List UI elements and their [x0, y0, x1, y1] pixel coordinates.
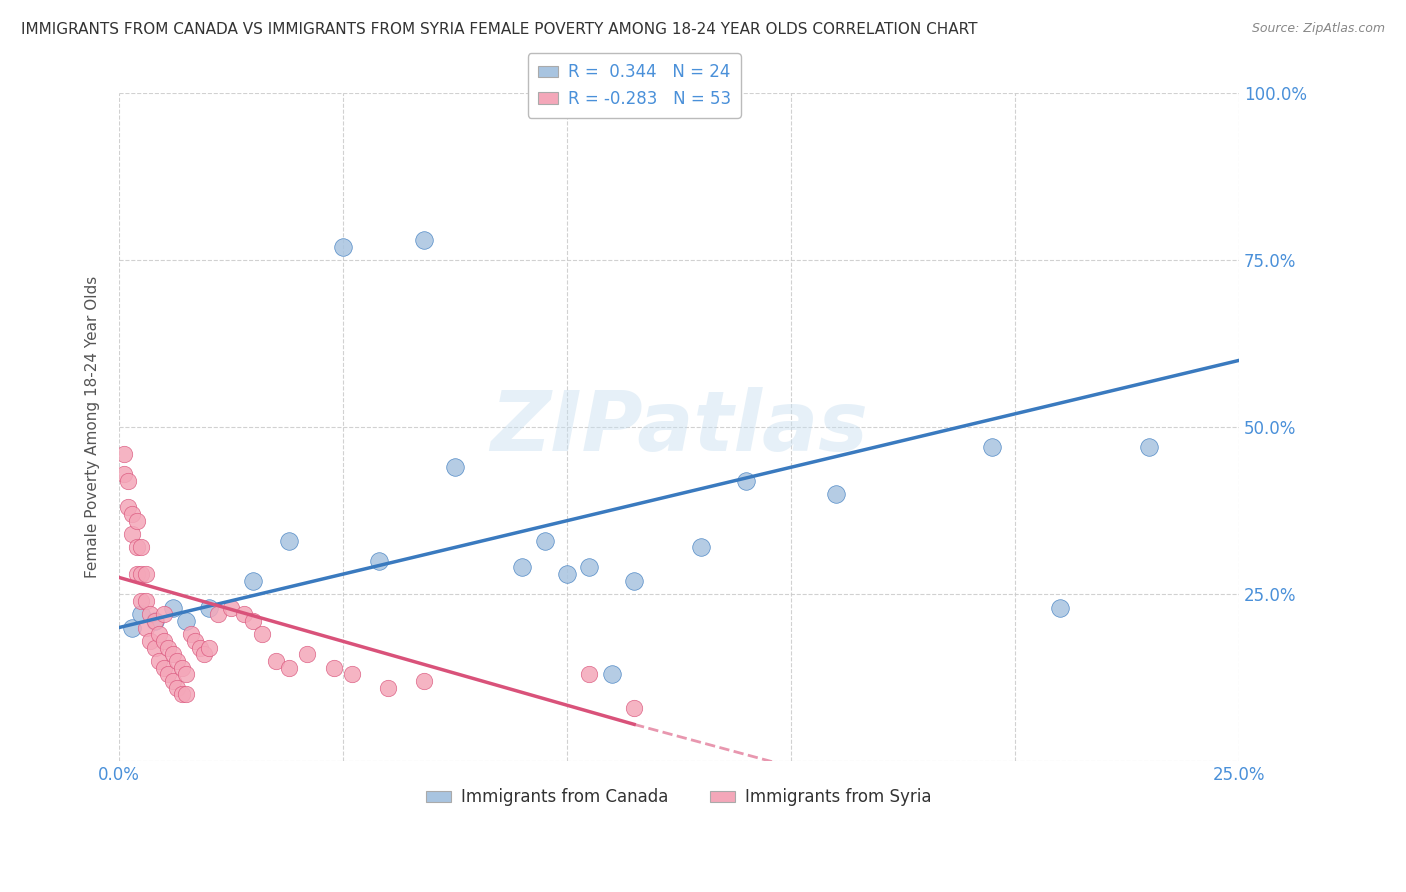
- Point: [153, 660, 176, 674]
- Point: [623, 700, 645, 714]
- Point: [131, 607, 153, 622]
- Point: [264, 654, 287, 668]
- Point: [735, 474, 758, 488]
- Point: [578, 560, 600, 574]
- Point: [1137, 440, 1160, 454]
- Point: [121, 527, 143, 541]
- Legend: Immigrants from Canada, Immigrants from Syria: Immigrants from Canada, Immigrants from …: [419, 781, 938, 813]
- Point: [112, 447, 135, 461]
- Point: [139, 607, 162, 622]
- Point: [121, 507, 143, 521]
- Point: [444, 460, 467, 475]
- Point: [148, 627, 170, 641]
- Point: [323, 660, 346, 674]
- Point: [174, 614, 197, 628]
- Point: [117, 474, 139, 488]
- Point: [278, 533, 301, 548]
- Point: [981, 440, 1004, 454]
- Point: [578, 667, 600, 681]
- Point: [162, 647, 184, 661]
- Point: [207, 607, 229, 622]
- Point: [510, 560, 533, 574]
- Point: [125, 567, 148, 582]
- Point: [131, 567, 153, 582]
- Point: [131, 541, 153, 555]
- Point: [242, 614, 264, 628]
- Point: [117, 500, 139, 515]
- Point: [824, 487, 846, 501]
- Y-axis label: Female Poverty Among 18-24 Year Olds: Female Poverty Among 18-24 Year Olds: [86, 277, 100, 578]
- Point: [157, 640, 180, 655]
- Point: [162, 673, 184, 688]
- Text: IMMIGRANTS FROM CANADA VS IMMIGRANTS FROM SYRIA FEMALE POVERTY AMONG 18-24 YEAR : IMMIGRANTS FROM CANADA VS IMMIGRANTS FRO…: [21, 22, 977, 37]
- Point: [125, 541, 148, 555]
- Point: [340, 667, 363, 681]
- Point: [166, 654, 188, 668]
- Point: [1049, 600, 1071, 615]
- Point: [170, 687, 193, 701]
- Point: [174, 667, 197, 681]
- Point: [332, 240, 354, 254]
- Point: [148, 654, 170, 668]
- Point: [135, 594, 157, 608]
- Point: [278, 660, 301, 674]
- Point: [197, 640, 219, 655]
- Point: [233, 607, 256, 622]
- Point: [121, 621, 143, 635]
- Point: [242, 574, 264, 588]
- Point: [377, 681, 399, 695]
- Point: [143, 640, 166, 655]
- Point: [170, 660, 193, 674]
- Point: [412, 673, 434, 688]
- Point: [295, 647, 318, 661]
- Point: [153, 633, 176, 648]
- Point: [623, 574, 645, 588]
- Point: [112, 467, 135, 481]
- Point: [139, 633, 162, 648]
- Point: [252, 627, 274, 641]
- Point: [180, 627, 202, 641]
- Point: [188, 640, 211, 655]
- Point: [131, 594, 153, 608]
- Point: [555, 567, 578, 582]
- Point: [135, 621, 157, 635]
- Point: [533, 533, 555, 548]
- Point: [166, 681, 188, 695]
- Point: [125, 514, 148, 528]
- Point: [153, 607, 176, 622]
- Point: [184, 633, 207, 648]
- Point: [600, 667, 623, 681]
- Point: [162, 600, 184, 615]
- Point: [193, 647, 215, 661]
- Point: [135, 567, 157, 582]
- Point: [219, 600, 242, 615]
- Point: [690, 541, 713, 555]
- Point: [157, 667, 180, 681]
- Point: [174, 687, 197, 701]
- Text: ZIPatlas: ZIPatlas: [489, 387, 868, 467]
- Point: [367, 554, 389, 568]
- Point: [143, 614, 166, 628]
- Text: Source: ZipAtlas.com: Source: ZipAtlas.com: [1251, 22, 1385, 36]
- Point: [143, 614, 166, 628]
- Point: [197, 600, 219, 615]
- Point: [412, 233, 434, 247]
